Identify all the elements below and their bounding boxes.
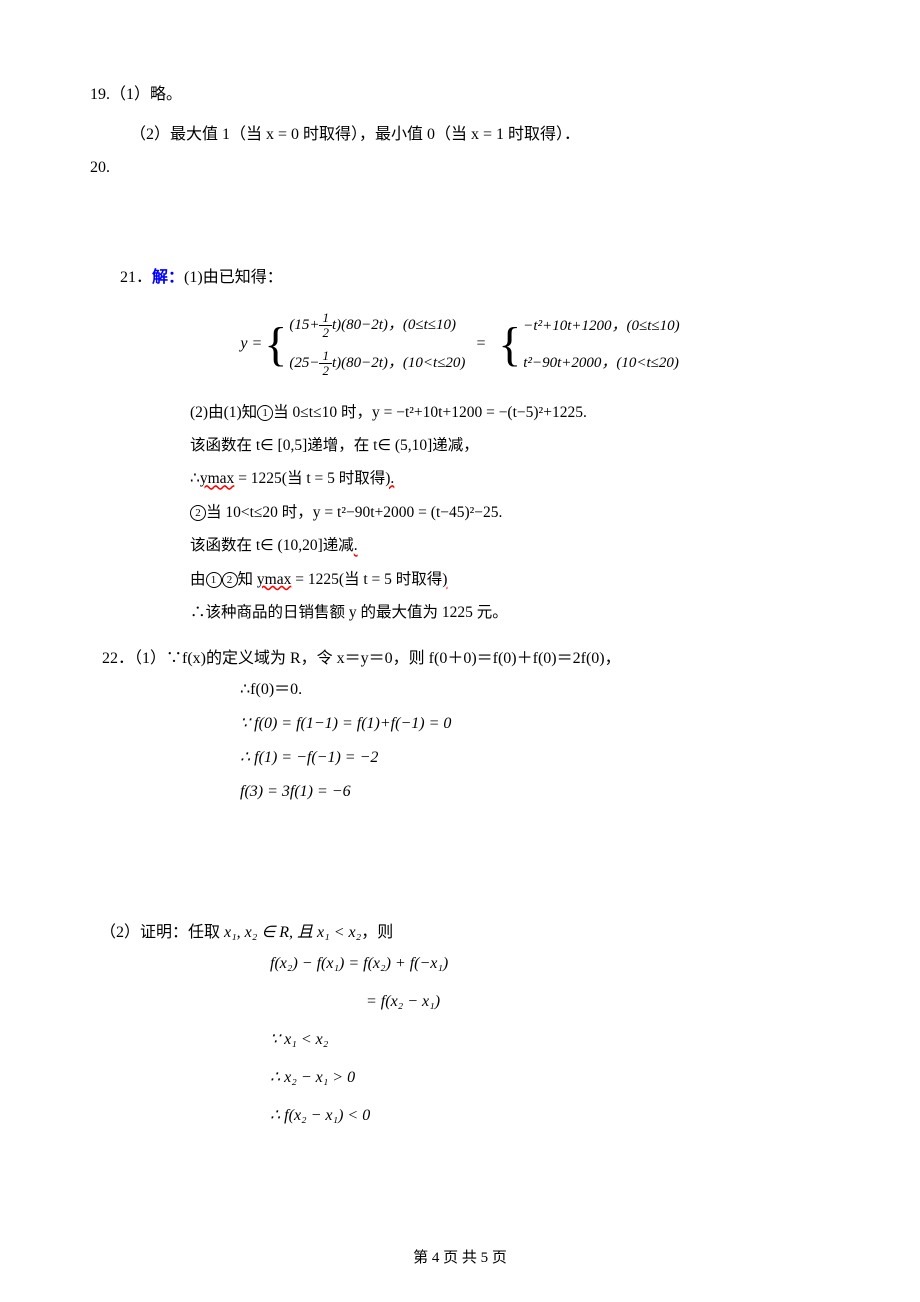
p2a: (25− <box>289 355 319 371</box>
frac1n: 1 <box>319 311 332 326</box>
circle-1b: 1 <box>206 572 222 588</box>
piece3: −t²+10t+1200，(0≤t≤10) <box>523 312 679 341</box>
rhs-pieces: −t²+10t+1200，(0≤t≤10) t²−90t+2000，(10<t≤… <box>523 312 679 377</box>
piece4: t²−90t+2000，(10<t≤20) <box>523 349 679 378</box>
piecewise-equation: y = { (15+12t)(80−2t)，(0≤t≤10) (25−12t)(… <box>90 310 830 380</box>
q21-l6: 该函数在 t∈ (10,20]递减. <box>190 531 830 560</box>
q21-number: 21． <box>120 269 152 286</box>
paren-wavy-1: ). <box>385 470 394 487</box>
q21-l4: ∴ymax = 1225(当 t = 5 时取得). <box>190 464 830 493</box>
q21-l3: 该函数在 t∈ [0,5]递增，在 t∈ (5,10]递减， <box>190 431 830 460</box>
piece1: (15+12t)(80−2t)，(0≤t≤10) <box>289 311 465 341</box>
q19-part2-text: （2）最大值 1（当 x = 0 时取得），最小值 0（当 x = 1 时取得）… <box>130 126 580 143</box>
frac2n: 1 <box>319 349 332 364</box>
q19-part1: 19.（1）略。 <box>90 80 830 110</box>
q21-l4a: ∴ <box>190 470 200 487</box>
q22-l3: ∵ f(0) = f(1−1) = f(1)+f(−1) = 0 <box>240 708 830 740</box>
q21-l2b: 当 0≤t≤10 时，y = −t²+10t+1200 = −(t−5)²+12… <box>273 404 587 421</box>
q22-2-hb: x₁, x₂ ∈ R, 且 x₁ < x₂ <box>224 924 361 941</box>
lhs-brace-block: { (15+12t)(80−2t)，(0≤t≤10) (25−12t)(80−2… <box>262 310 465 380</box>
q21-l7c: 知 <box>238 571 257 588</box>
q21-head-tail: (1)由已知得： <box>184 269 283 286</box>
q22: 22．（1）∵f(x)的定义域为 R，令 x＝y＝0，则 f(0＋0)＝f(0)… <box>90 644 830 808</box>
ymax-1: ymax <box>200 470 234 487</box>
q21-jie: 解： <box>152 269 184 286</box>
q22-l4: ∴ f(1) = −f(−1) = −2 <box>240 742 830 774</box>
frac1d: 2 <box>319 326 332 340</box>
p1b: t)(80−2t)，(0≤t≤10) <box>332 317 456 333</box>
q22-m5: ∴ f(x₂ − x₁) < 0 <box>270 1100 830 1132</box>
y-equals: y = <box>240 329 262 359</box>
ymax-2: ymax <box>257 571 291 588</box>
q22-indent: ∴f(0)＝0. ∵ f(0) = f(1−1) = f(1)+f(−1) = … <box>102 674 830 808</box>
q21-l2: (2)由(1)知1当 0≤t≤10 时，y = −t²+10t+1200 = −… <box>190 398 830 427</box>
q21-l5: 2当 10<t≤20 时，y = t²−90t+2000 = (t−45)²−2… <box>190 498 830 527</box>
left-brace-2: { <box>498 310 521 380</box>
eq-mid: = <box>475 329 486 359</box>
paren-wavy-2: ) <box>442 571 447 588</box>
q22-m2: = f(x₂ − x₁) <box>270 986 830 1018</box>
q21-l8: ∴该种商品的日销售额 y 的最大值为 1225 元。 <box>190 598 830 627</box>
q22-l5: f(3) = 3f(1) = −6 <box>240 776 830 808</box>
q21-header: 21．解：(1)由已知得： <box>90 263 830 293</box>
q22-2-head: （2）证明：任取 x₁, x₂ ∈ R, 且 x₁ < x₂，则 <box>100 918 830 948</box>
frac2d: 2 <box>319 364 332 378</box>
q22-2-hc: ，则 <box>361 924 393 941</box>
q20-label: 20. <box>90 153 830 183</box>
q22-m3: ∵ x₁ < x₂ <box>270 1024 830 1056</box>
q21-l5b: 当 10<t≤20 时，y = t²−90t+2000 = (t−45)²−25… <box>206 504 502 521</box>
piece2: (25−12t)(80−2t)，(10<t≤20) <box>289 349 465 379</box>
page-footer: 第 4 页 共 5 页 <box>0 1244 920 1273</box>
q22-m4: ∴ x₂ − x₁ > 0 <box>270 1062 830 1094</box>
q21-l2a: (2)由(1)知 <box>190 404 257 421</box>
dot-wavy: . <box>354 537 358 554</box>
circle-2b: 2 <box>222 572 238 588</box>
frac2: 12 <box>319 349 332 379</box>
q22-m1: f(x₂) − f(x₁) = f(x₂) + f(−x₁) <box>270 948 830 980</box>
circle-1a: 1 <box>257 405 273 421</box>
q21-l7d: = 1225(当 t = 5 时取得 <box>291 571 442 588</box>
q21-l4b: = 1225(当 t = 5 时取得 <box>234 470 385 487</box>
p1a: (15+ <box>289 317 319 333</box>
rhs-brace-block: { −t²+10t+1200，(0≤t≤10) t²−90t+2000，(10<… <box>496 310 679 380</box>
q21-l7: 由12知 ymax = 1225(当 t = 5 时取得) <box>190 565 830 594</box>
q22-line1: 22．（1）∵f(x)的定义域为 R，令 x＝y＝0，则 f(0＋0)＝f(0)… <box>102 644 830 674</box>
lhs-pieces: (15+12t)(80−2t)，(0≤t≤10) (25−12t)(80−2t)… <box>289 311 465 378</box>
q21-body: (2)由(1)知1当 0≤t≤10 时，y = −t²+10t+1200 = −… <box>90 398 830 628</box>
q22-2-math: f(x₂) − f(x₁) = f(x₂) + f(−x₁) = f(x₂ − … <box>100 948 830 1132</box>
q21-l6a: 该函数在 t∈ (10,20]递减 <box>190 537 354 554</box>
left-brace-1: { <box>264 310 287 380</box>
p2b: t)(80−2t)，(10<t≤20) <box>332 355 465 371</box>
q19-part2: （2）最大值 1（当 x = 0 时取得），最小值 0（当 x = 1 时取得）… <box>90 120 830 150</box>
q22-part2: （2）证明：任取 x₁, x₂ ∈ R, 且 x₁ < x₂，则 f(x₂) −… <box>90 918 830 1132</box>
q22-2-ha: （2）证明：任取 <box>100 924 224 941</box>
q22-l2: ∴f(0)＝0. <box>240 674 830 706</box>
circle-2a: 2 <box>190 505 206 521</box>
q21-l7a: 由 <box>190 571 206 588</box>
frac1: 12 <box>319 311 332 341</box>
